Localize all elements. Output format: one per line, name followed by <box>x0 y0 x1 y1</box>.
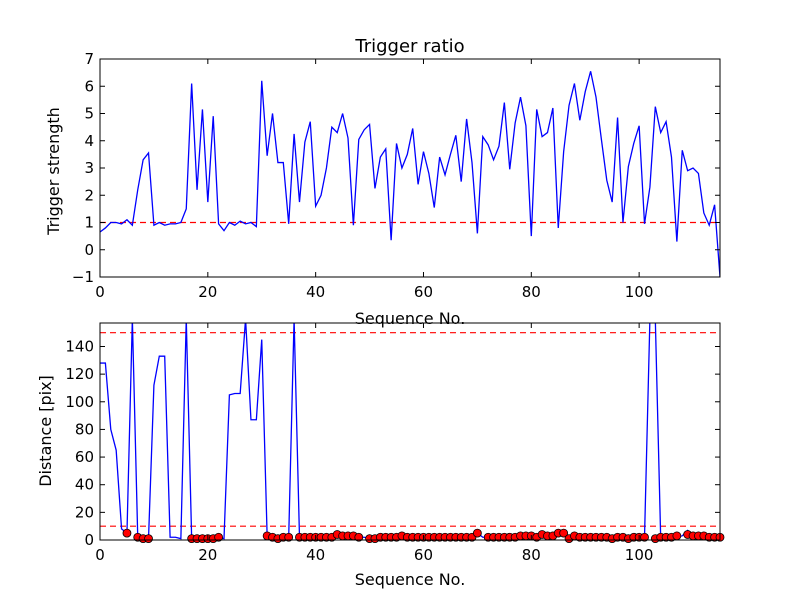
ytick-label-trigger: 6 <box>84 77 94 95</box>
xtick-label-distance: 20 <box>198 546 217 564</box>
chart-title: Trigger ratio <box>354 36 464 57</box>
marker-point-distance <box>122 528 132 538</box>
ytick-label-trigger: 2 <box>84 186 94 204</box>
marker-point-distance <box>559 528 569 538</box>
marker-point-distance <box>472 528 482 538</box>
ylabel-distance: Distance [pix] <box>36 375 55 487</box>
ytick-label-trigger: −1 <box>72 268 94 286</box>
ylabel-trigger: Trigger strength <box>44 107 63 236</box>
xtick-label-trigger: 0 <box>95 283 105 301</box>
marker-point-distance <box>640 532 649 542</box>
ytick-label-trigger: 1 <box>84 214 94 232</box>
xlabel-trigger: Sequence No. <box>355 309 466 328</box>
xtick-label-distance: 80 <box>522 546 541 564</box>
plot-area-trigger <box>99 58 721 278</box>
xtick-label-distance: 100 <box>625 546 654 564</box>
xtick-label-trigger: 20 <box>198 283 217 301</box>
chart-distance: 0 20 40 60 80 100 0 20 40 60 80 100 120 140 Distance … <box>36 322 725 589</box>
axes-frame-distance <box>99 322 721 541</box>
ytick-label-trigger: 4 <box>84 132 94 150</box>
distance-clipped <box>100 323 720 540</box>
marker-point-distance <box>144 534 153 544</box>
ytick-label-trigger: 7 <box>84 50 94 68</box>
marker-point-distance <box>284 532 294 542</box>
marker-point-distance <box>214 532 224 542</box>
ticks-distance: 0 20 40 60 80 100 0 20 40 60 80 100 120 140 <box>65 323 720 564</box>
plot-area-distance <box>99 322 725 544</box>
ytick-label-distance: 80 <box>75 420 94 438</box>
ytick-label-distance: 60 <box>75 448 94 466</box>
marker-point-distance <box>672 531 682 541</box>
xtick-label-trigger: 80 <box>522 283 541 301</box>
xtick-label-trigger: 40 <box>306 283 325 301</box>
ytick-label-distance: 20 <box>75 503 94 521</box>
ytick-label-distance: 140 <box>65 337 94 355</box>
marker-point-distance <box>354 532 364 542</box>
xtick-label-distance: 40 <box>306 546 325 564</box>
ytick-label-distance: 40 <box>75 476 94 494</box>
trigger-clipped <box>100 71 720 277</box>
xtick-label-trigger: 100 <box>625 283 654 301</box>
ytick-label-distance: 100 <box>65 393 94 411</box>
ytick-label-trigger: 0 <box>84 241 94 259</box>
ytick-label-trigger: 5 <box>84 105 94 123</box>
ytick-label-distance: 0 <box>84 531 94 549</box>
xtick-label-distance: 0 <box>95 546 105 564</box>
xtick-label-trigger: 60 <box>414 283 433 301</box>
xtick-label-distance: 60 <box>414 546 433 564</box>
xlabel-distance: Sequence No. <box>355 570 466 589</box>
axes-frame-trigger <box>99 58 721 278</box>
ytick-label-trigger: 3 <box>84 159 94 177</box>
series-line-trigger <box>100 71 720 277</box>
series-line-distance <box>100 323 720 540</box>
ytick-label-distance: 120 <box>65 365 94 383</box>
